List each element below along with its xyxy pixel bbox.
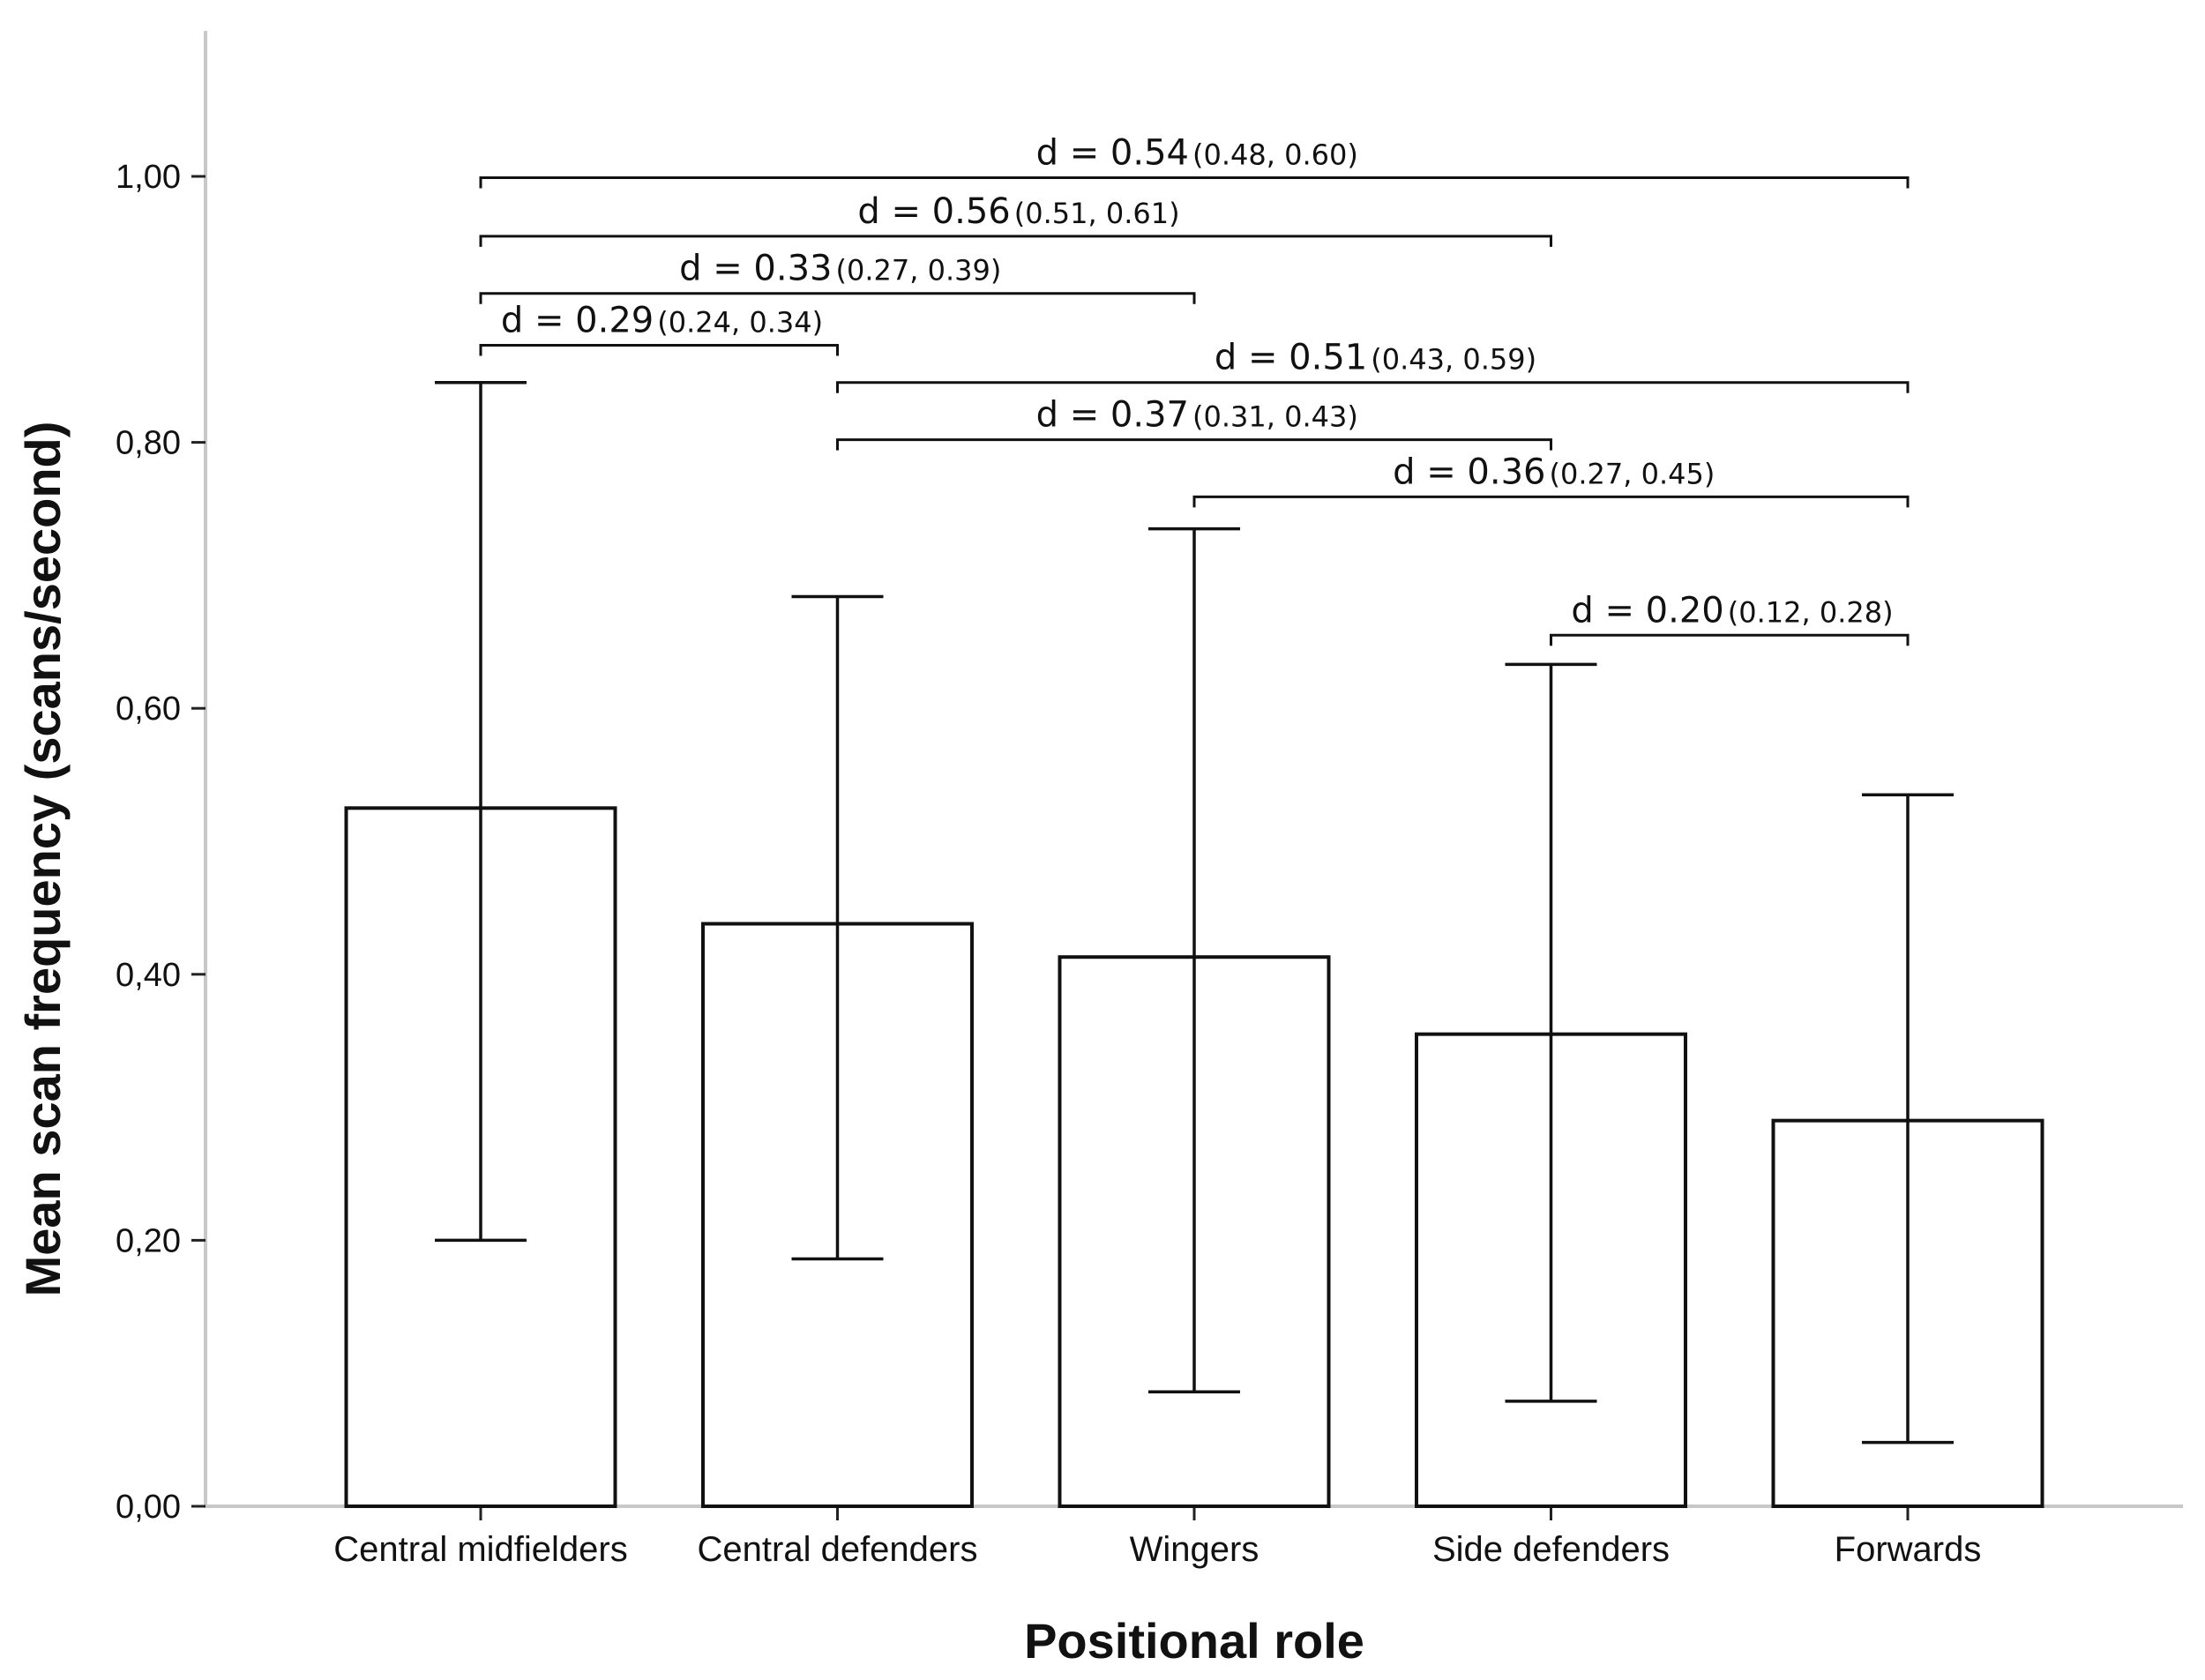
x-tick-label: Wingers	[1130, 1530, 1259, 1569]
x-tick-label: Central midfielders	[333, 1530, 627, 1569]
error-bar	[1862, 793, 1954, 1445]
effect-size-label: d = 0.56	[857, 191, 1010, 232]
effect-size-ci-label: (0.24, 0.34)	[657, 306, 823, 340]
bracket-line	[1192, 495, 1910, 508]
y-tick-label: 0,60	[116, 691, 181, 728]
error-bar	[791, 594, 884, 1261]
effect-size-label: d = 0.36	[1393, 452, 1545, 492]
effect-size-ci-label: (0.27, 0.39)	[836, 254, 1002, 287]
comparison-bracket: d = 0.29 (0.24, 0.34)	[479, 301, 839, 356]
comparison-bracket: d = 0.20 (0.12, 0.28)	[1550, 590, 1910, 646]
effect-size-ci-label: (0.31, 0.43)	[1192, 400, 1358, 434]
bracket-line	[479, 176, 1910, 189]
labels: 0,00 0,20 0,40 0,60 0,80 1,00 Central midfield…	[116, 159, 1981, 1569]
effect-size-ci-label: (0.48, 0.60)	[1192, 138, 1358, 172]
effect-size-ci-label: (0.43, 0.59)	[1371, 343, 1536, 377]
y-tick-label: 0,00	[116, 1489, 181, 1526]
effect-size-label: d = 0.29	[501, 301, 654, 341]
error-bar	[1505, 662, 1597, 1403]
y-axis-title: Mean scan frequency (scans/second)	[15, 422, 71, 1297]
x-tick-label: Central defenders	[698, 1530, 978, 1569]
effect-size-ci-label: (0.51, 0.61)	[1014, 197, 1180, 230]
comparison-bracket: d = 0.36 (0.27, 0.45)	[1192, 452, 1910, 508]
comparison-brackets: d = 0.54 (0.48, 0.60)d = 0.56 (0.51, 0.61)…	[479, 133, 1910, 646]
bracket-line	[479, 344, 839, 356]
comparison-bracket: d = 0.56 (0.51, 0.61)	[479, 191, 1552, 247]
effect-size-ci-label: (0.27, 0.45)	[1550, 457, 1715, 490]
effect-size-label: d = 0.51	[1215, 338, 1367, 378]
comparison-bracket: d = 0.37 (0.31, 0.43)	[836, 395, 1552, 451]
effect-size-label: d = 0.37	[1036, 395, 1189, 436]
x-axis-title: Positional role	[1024, 1613, 1364, 1669]
error-bar	[435, 380, 527, 1243]
y-tick-label: 0,80	[116, 425, 181, 462]
error-bars	[435, 380, 1954, 1445]
effect-size-label: d = 0.20	[1571, 590, 1723, 631]
effect-size-label: d = 0.33	[679, 249, 832, 289]
bracket-line	[479, 235, 1552, 247]
y-tick-label: 0,40	[116, 957, 181, 994]
comparison-bracket: d = 0.33 (0.27, 0.39)	[479, 249, 1196, 304]
effect-size-label: d = 0.54	[1036, 133, 1189, 174]
y-tick-label: 0,20	[116, 1222, 181, 1259]
x-tick-label: Forwards	[1835, 1530, 1982, 1569]
y-tick-label: 1,00	[116, 159, 181, 196]
bracket-line	[836, 438, 1552, 451]
bracket-line	[1550, 633, 1910, 646]
error-bar	[1148, 526, 1240, 1394]
comparison-bracket: d = 0.51 (0.43, 0.59)	[836, 338, 1910, 393]
bracket-line	[479, 292, 1196, 304]
comparison-bracket: d = 0.54 (0.48, 0.60)	[479, 133, 1910, 189]
effect-size-ci-label: (0.12, 0.28)	[1728, 595, 1894, 629]
x-tick-label: Side defenders	[1432, 1530, 1670, 1569]
bracket-line	[836, 381, 1910, 393]
